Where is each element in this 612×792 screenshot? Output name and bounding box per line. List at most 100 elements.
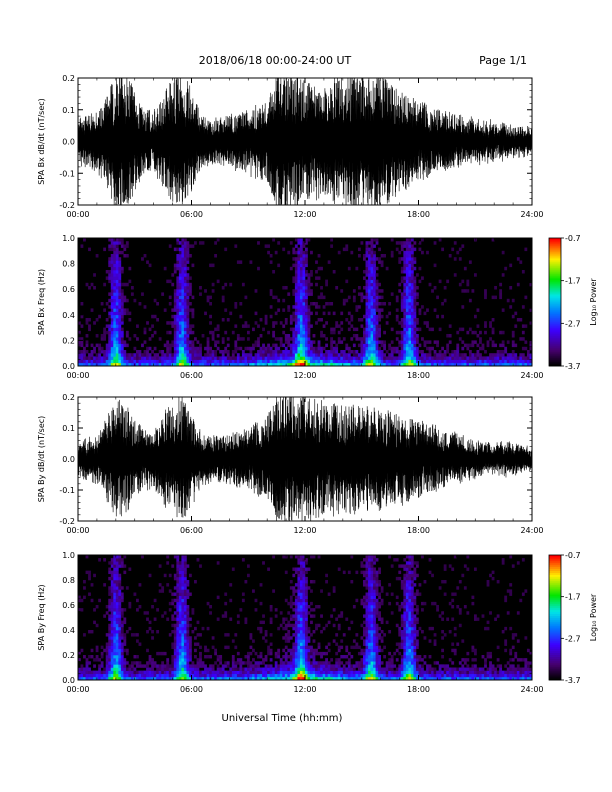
spectrogram-cell (378, 308, 381, 312)
spectrogram-cell (426, 308, 429, 312)
spectrogram-cell (421, 359, 424, 364)
spectrogram-cell (330, 362, 334, 366)
spectrogram-cell (287, 308, 291, 312)
spectrogram-cell (188, 324, 192, 328)
spectrogram-cell (352, 327, 356, 332)
spectrogram-cell (100, 362, 104, 366)
spectrogram-cell (183, 620, 187, 625)
spectrogram-cell (88, 573, 91, 578)
spectrogram-cell (408, 648, 412, 653)
spectrogram-cell (368, 661, 371, 665)
spectrogram-cell (209, 295, 212, 300)
y-tick-label: 0.0 (62, 455, 75, 464)
spectrogram-cell (141, 359, 144, 364)
spectrogram-cell (337, 353, 341, 357)
spectrogram-cell (110, 321, 114, 325)
spectrogram-cell (317, 276, 321, 280)
spectrogram-cell (123, 667, 127, 671)
spectrogram-cell (405, 247, 409, 252)
spectrogram-cell (272, 270, 276, 274)
spectrogram-cell (206, 346, 210, 351)
spectrogram-cell (148, 263, 152, 268)
spectrogram-cell (176, 586, 180, 590)
spectrogram-cell (206, 353, 210, 357)
spectrogram-cell (312, 334, 316, 338)
spectrogram-cell (294, 330, 298, 335)
spectrogram-cell (299, 343, 303, 348)
spectrogram-cell (120, 592, 124, 596)
spectrogram-cell (176, 630, 180, 634)
spectrogram-cell (350, 324, 354, 328)
spectrogram-cell (320, 266, 323, 271)
spectrogram-cell (196, 340, 200, 344)
spectrogram-cell (108, 276, 112, 280)
spectrogram-cell (262, 667, 265, 671)
spectrogram-cell (294, 620, 298, 625)
spectrogram-cell (108, 673, 112, 678)
spectrogram-cell (113, 238, 117, 242)
spectrogram-cell (388, 346, 392, 351)
spectrogram-cell (400, 321, 404, 325)
spectrogram-cell (456, 356, 460, 360)
spectrogram-cell (178, 289, 182, 293)
spectrogram-cell (433, 241, 437, 245)
spectrogram-cell (484, 359, 487, 364)
spectrogram-cell (259, 655, 263, 659)
spectrogram-cell (395, 318, 399, 322)
spectrogram-cell (78, 359, 81, 364)
spectrogram-cell (373, 273, 376, 277)
spectrogram-cell (370, 343, 374, 348)
spectrogram-cell (110, 651, 114, 656)
spectrogram-cell (292, 633, 296, 637)
spectrogram-cell (370, 276, 374, 280)
spectrogram-cell (363, 573, 366, 578)
spectrogram-cell (292, 642, 296, 646)
spectrogram-cell (373, 270, 376, 274)
spectrogram-cell (405, 561, 409, 565)
spectrogram-cell (110, 292, 114, 296)
spectrogram-cell (183, 350, 187, 354)
spectrogram-cell (186, 257, 190, 261)
spectrogram-cell (204, 655, 207, 659)
spectrogram-cell (136, 670, 139, 675)
spectrogram-cell (320, 346, 323, 351)
spectrogram-cell (178, 350, 182, 354)
spectrogram-cell (201, 673, 205, 678)
spectrogram-cell (181, 356, 185, 360)
spectrogram-cell (168, 667, 172, 671)
spectrogram-cell (289, 658, 293, 662)
spectrogram-cell (312, 356, 316, 360)
spectrogram-cell (342, 337, 346, 341)
spectrogram-cell (108, 586, 112, 590)
spectrogram-cell (299, 273, 303, 277)
spectrogram-cell (294, 308, 298, 312)
spectrogram-cell (410, 302, 414, 306)
spectrogram-cell (105, 667, 109, 671)
spectrogram-cell (373, 314, 376, 319)
spectrogram-cell (400, 623, 404, 628)
spectrogram-cell (337, 362, 341, 366)
spectrogram-cell (224, 673, 228, 678)
spectrogram-cell (267, 353, 270, 357)
spectrogram-cell (186, 620, 190, 625)
spectrogram-cell (297, 254, 301, 258)
spectrogram-cell (148, 667, 152, 671)
spectrogram-cell (244, 667, 248, 671)
spectrogram-cell (113, 642, 117, 646)
spectrogram-cell (322, 673, 326, 678)
spectrogram-cell (178, 302, 182, 306)
spectrogram-cell (183, 298, 187, 303)
spectrogram-cell (312, 658, 316, 662)
spectrogram-cell (312, 651, 316, 656)
spectrogram-cell (400, 642, 404, 646)
spectrogram-cell (118, 633, 122, 637)
spectrogram-cell (254, 661, 258, 665)
spectrogram-cell (360, 648, 364, 653)
spectrogram-cell (274, 311, 278, 316)
spectrogram-cell (383, 343, 387, 348)
spectrogram-cell (181, 295, 185, 300)
spectrogram-cell (294, 614, 298, 618)
spectrogram-cell (373, 661, 376, 665)
spectrogram-cell (373, 667, 376, 671)
spectrogram-cell (206, 362, 210, 366)
